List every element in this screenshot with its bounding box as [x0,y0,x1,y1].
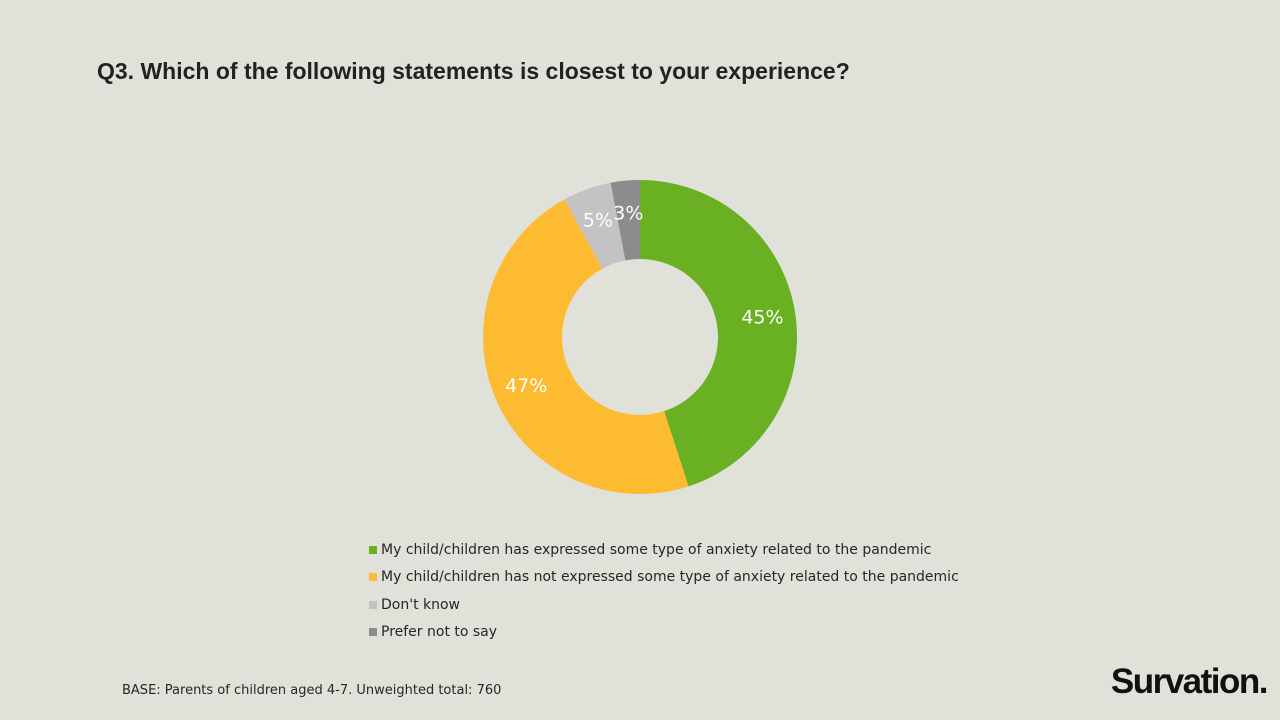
slice-label-0: 45% [741,307,783,329]
legend-label-3: Prefer not to say [381,624,498,641]
legend-swatch-3 [369,628,377,637]
brand-logo: Survation. [1110,662,1269,701]
legend-label-0: My child/children has expressed some typ… [381,541,932,558]
donut-chart: 45% 47% 5% 3% [482,180,798,495]
legend-item-3: Prefer not to say [369,619,959,647]
legend-swatch-2 [369,600,377,609]
slice-label-3: 3% [613,203,643,225]
slice-0 [640,180,798,487]
legend-swatch-0 [369,545,377,554]
legend-swatch-1 [369,573,377,582]
legend-label-2: Don't know [381,596,461,613]
legend-item-2: Don't know [369,591,959,619]
slice-label-1: 47% [505,375,547,397]
legend-label-1: My child/children has not expressed some… [381,569,959,586]
slice-1 [482,199,689,495]
legend-item-1: My child/children has not expressed some… [369,564,959,592]
legend-item-0: My child/children has expressed some typ… [369,536,959,564]
chart-title: Q3. Which of the following statements is… [97,58,850,84]
slice-2 [564,182,626,269]
slice-label-2: 5% [583,209,613,231]
base-note: BASE: Parents of children aged 4-7. Unwe… [122,683,502,698]
slice-3 [610,180,640,261]
chart-legend: My child/children has expressed some typ… [369,536,959,646]
